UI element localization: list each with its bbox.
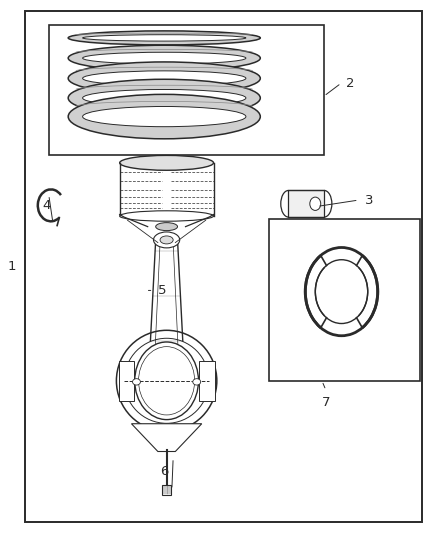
Ellipse shape bbox=[68, 94, 260, 139]
Ellipse shape bbox=[68, 31, 260, 45]
Ellipse shape bbox=[124, 338, 209, 423]
Text: 2: 2 bbox=[346, 77, 354, 90]
Bar bbox=[49, 25, 324, 155]
Ellipse shape bbox=[83, 52, 246, 64]
Ellipse shape bbox=[117, 330, 217, 431]
Ellipse shape bbox=[153, 232, 180, 248]
Ellipse shape bbox=[68, 79, 260, 117]
Text: 4: 4 bbox=[42, 199, 51, 212]
Text: 3: 3 bbox=[365, 193, 374, 207]
Ellipse shape bbox=[83, 90, 246, 107]
Bar bbox=[269, 219, 420, 381]
Ellipse shape bbox=[68, 62, 260, 95]
Ellipse shape bbox=[193, 378, 201, 385]
Text: 5: 5 bbox=[158, 284, 166, 297]
Bar bbox=[119, 361, 134, 401]
Ellipse shape bbox=[120, 211, 214, 221]
Text: 1: 1 bbox=[7, 260, 16, 273]
Ellipse shape bbox=[83, 107, 246, 127]
Ellipse shape bbox=[310, 197, 321, 211]
Bar bbox=[288, 190, 324, 217]
Ellipse shape bbox=[133, 378, 141, 385]
Bar bbox=[162, 485, 171, 495]
Polygon shape bbox=[131, 424, 202, 451]
Ellipse shape bbox=[83, 35, 246, 41]
Ellipse shape bbox=[135, 342, 198, 419]
Text: 6: 6 bbox=[160, 465, 169, 478]
Ellipse shape bbox=[155, 223, 177, 231]
Ellipse shape bbox=[120, 156, 214, 170]
Bar bbox=[199, 361, 215, 401]
Ellipse shape bbox=[83, 71, 246, 86]
Ellipse shape bbox=[160, 236, 173, 244]
Text: 7: 7 bbox=[322, 395, 330, 409]
Ellipse shape bbox=[68, 45, 260, 71]
